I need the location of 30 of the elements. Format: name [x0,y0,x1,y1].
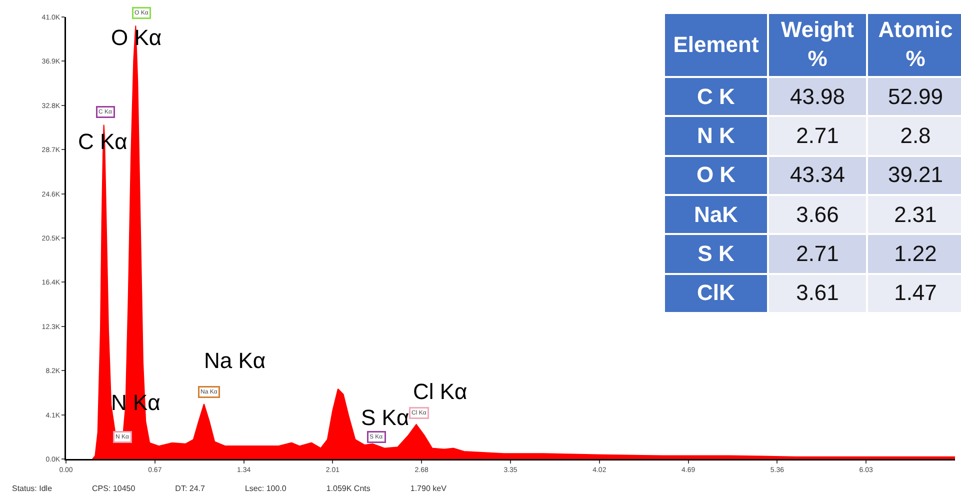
text: CPS: 10450 [92,484,136,493]
annotation: 2.71 [769,235,866,273]
annotation: Atomic % [868,14,961,76]
annotation: 1.22 [868,235,961,273]
annotation: 2.8 [868,117,961,155]
annotation: O K [665,156,767,194]
text: Status: Idle [12,484,52,493]
annotation: 52.99 [868,78,961,116]
text: DT: 24.7 [175,484,205,493]
annotation: S Kα [361,405,410,430]
text: 1.790 keV [410,484,446,493]
annotation: N K [665,117,767,155]
annotation: 43.34 [769,156,866,194]
annotation: Weight % [769,14,866,76]
annotation: 43.98 [769,78,866,116]
annotation: ClK [665,274,767,312]
annotation: 1.47 [868,274,961,312]
annotation: Element [665,14,767,76]
annotation: Na Kα [204,348,266,373]
annotation: 2.71 [769,117,866,155]
annotation: NaK [665,196,767,234]
annotation: S K [665,235,767,273]
annotation: 3.61 [769,274,866,312]
text: 1.059K Cnts [326,484,370,493]
annotation: Cl Kα [413,379,468,404]
annotation: 3.66 [769,196,866,234]
annotation: 2.31 [868,196,961,234]
text: Lsec: 100.0 [244,484,286,493]
annotation: 39.21 [868,156,961,194]
annotation: C K [665,78,767,116]
